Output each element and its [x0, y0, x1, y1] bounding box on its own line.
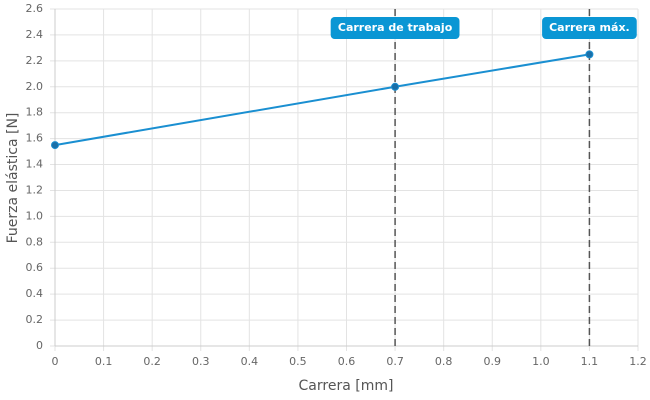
x-tick-label: 0.2 — [143, 355, 161, 368]
x-axis-title: Carrera [mm] — [299, 378, 394, 394]
data-point — [391, 82, 400, 91]
annotation-label: Carrera de trabajo — [338, 21, 453, 34]
y-tick-label: 2.0 — [26, 80, 44, 93]
y-tick-label: 0 — [36, 339, 43, 352]
annotation-badge — [330, 17, 460, 39]
annotation-label: Carrera máx. — [549, 21, 630, 34]
x-tick-label: 0.5 — [289, 355, 307, 368]
y-tick-label: 0.6 — [26, 261, 44, 274]
y-tick-label: 1.8 — [26, 106, 44, 119]
y-tick-label: 0.4 — [26, 287, 44, 300]
x-tick-label: 0.3 — [192, 355, 210, 368]
y-tick-label: 0.8 — [26, 235, 44, 248]
x-tick-label: 0.7 — [386, 355, 404, 368]
y-tick-label: 2.2 — [26, 54, 44, 67]
y-tick-label: 1.6 — [26, 132, 44, 145]
x-tick-label: 0.6 — [338, 355, 356, 368]
series-line — [54, 53, 590, 147]
data-point — [585, 50, 594, 59]
y-tick-label: 1.0 — [26, 209, 44, 222]
y-tick-label: 0.2 — [26, 313, 44, 326]
x-tick-label: 1.2 — [629, 355, 647, 368]
y-tick-label: 2.6 — [26, 2, 44, 15]
y-axis-title: Fuerza elástica [N] — [5, 113, 21, 244]
data-point — [51, 141, 59, 150]
x-tick-label: 0.4 — [241, 355, 259, 368]
annotation-badge — [542, 17, 637, 39]
x-tick-label: 0 — [52, 355, 59, 368]
y-tick-label: 1.2 — [26, 183, 44, 196]
x-tick-label: 1.0 — [532, 355, 550, 368]
x-tick-label: 0.9 — [484, 355, 502, 368]
x-tick-label: 1.1 — [581, 355, 599, 368]
x-tick-label: 0.1 — [95, 355, 113, 368]
y-tick-label: 1.4 — [26, 158, 44, 171]
x-tick-label: 0.8 — [435, 355, 453, 368]
y-tick-label: 2.4 — [26, 28, 44, 41]
